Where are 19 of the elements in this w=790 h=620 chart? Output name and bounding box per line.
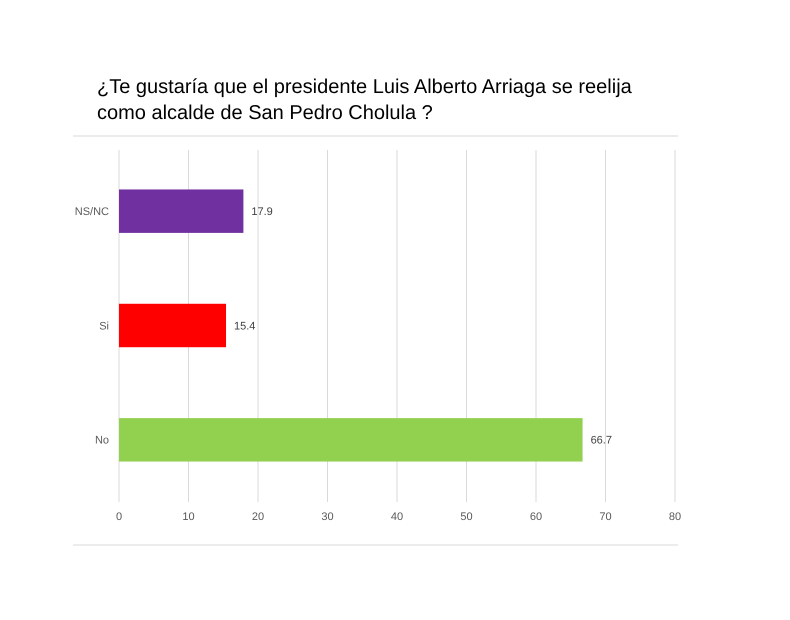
- y-tick-label: NS/NC: [74, 206, 110, 218]
- bar: [119, 189, 244, 233]
- x-tick-label: 70: [599, 511, 612, 523]
- y-tick-label: No: [94, 434, 109, 447]
- x-tick-label: 30: [321, 511, 334, 523]
- y-tick-label: Si: [99, 320, 109, 332]
- bar: [119, 304, 226, 348]
- x-tick-label: 80: [668, 511, 682, 523]
- x-tick-label: 60: [530, 511, 542, 523]
- x-tick-label: 20: [252, 511, 264, 523]
- x-tick-label: 50: [460, 511, 473, 523]
- bar: [119, 418, 583, 462]
- x-tick-label: 40: [390, 511, 404, 523]
- data-label: 66.7: [590, 434, 612, 447]
- x-tick-label: 10: [182, 511, 195, 523]
- data-label: 17.9: [251, 206, 273, 218]
- x-tick-label: 0: [116, 511, 122, 523]
- chart-title: ¿Te gustaría que el presidente Luis Alberto Arriaga se reelija como alcalde de San Pedro Cholula ?: [97, 75, 633, 126]
- data-label: 15.4: [234, 320, 256, 332]
